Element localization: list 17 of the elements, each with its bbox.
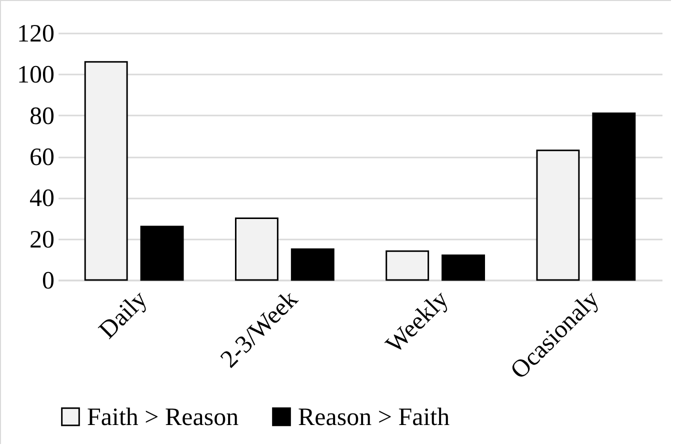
legend-label: Reason > Faith — [298, 404, 450, 431]
bar — [386, 250, 430, 281]
y-tick-label: 20 — [30, 226, 54, 254]
y-tick-label: 60 — [30, 144, 54, 171]
y-tick-label: 0 — [42, 268, 54, 294]
y-tick-label: 100 — [17, 62, 54, 89]
bar — [84, 61, 128, 281]
legend-label: Faith > Reason — [87, 404, 240, 431]
bar — [442, 254, 486, 281]
bar — [234, 218, 278, 281]
bar — [140, 226, 184, 281]
bar — [592, 112, 636, 281]
bar — [536, 150, 580, 281]
y-tick-label: 120 — [17, 20, 54, 48]
y-tick-label: 40 — [30, 185, 54, 212]
y-tick-label: 80 — [30, 102, 54, 130]
bar — [290, 248, 334, 281]
